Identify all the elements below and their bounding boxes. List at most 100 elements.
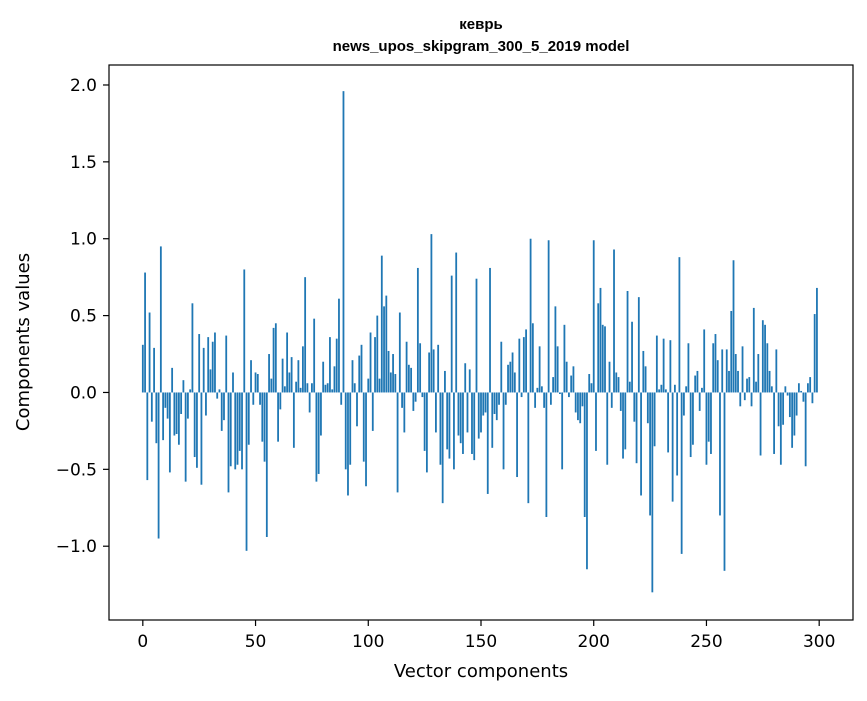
bar-component-248 <box>701 387 703 393</box>
bar-component-249 <box>703 329 706 393</box>
bar-component-236 <box>673 384 676 393</box>
bar-component-216 <box>628 381 631 393</box>
bar-component-166 <box>516 392 518 478</box>
bar-component-25 <box>198 334 201 393</box>
bar-component-256 <box>719 392 721 516</box>
bar-component-164 <box>511 352 514 393</box>
x-tick-label: 0 <box>137 632 148 652</box>
bar-component-269 <box>748 377 751 393</box>
bar-component-281 <box>775 349 778 393</box>
bar-component-240 <box>683 392 685 416</box>
x-axis-ticks: 0 50 100 150 200 250 300 <box>137 620 835 652</box>
bar-component-124 <box>421 392 424 398</box>
bar-component-158 <box>498 392 500 405</box>
bar-component-131 <box>437 344 440 393</box>
bar-component-22 <box>191 303 194 393</box>
bar-component-291 <box>797 383 800 393</box>
bar-component-30 <box>209 369 212 393</box>
bar-component-172 <box>529 238 532 393</box>
bar-component-96 <box>358 355 361 393</box>
bar-component-227 <box>653 392 656 447</box>
bar-component-110 <box>389 372 392 393</box>
bar-component-122 <box>416 267 419 393</box>
bar-component-98 <box>362 392 365 462</box>
bar-component-50 <box>254 372 257 393</box>
bar-component-112 <box>394 374 397 393</box>
bar-component-82 <box>326 383 329 393</box>
bar-component-92 <box>349 392 352 465</box>
bar-component-246 <box>696 370 699 393</box>
bar-component-73 <box>306 383 309 393</box>
bar-component-255 <box>716 360 719 393</box>
bar-component-299 <box>816 287 818 393</box>
bar-component-1 <box>144 272 146 393</box>
x-tick-label: 250 <box>690 632 722 652</box>
bar-component-293 <box>802 392 805 402</box>
bar-component-247 <box>698 392 701 411</box>
bar-component-115 <box>401 392 403 408</box>
bar-component-9 <box>162 392 165 441</box>
bar-component-77 <box>315 392 318 482</box>
bar-component-111 <box>392 354 394 393</box>
bar-component-250 <box>705 392 708 465</box>
bar-component-48 <box>250 360 252 393</box>
bar-component-192 <box>574 392 577 413</box>
bar-component-206 <box>606 392 609 465</box>
bar-component-91 <box>347 392 349 496</box>
bar-component-142 <box>462 392 464 454</box>
bar-component-178 <box>543 392 546 408</box>
bar-component-282 <box>777 392 780 427</box>
bar-component-141 <box>459 392 462 444</box>
bar-component-194 <box>579 392 582 424</box>
bar-component-275 <box>761 320 764 393</box>
bar-component-127 <box>428 352 431 393</box>
bar-component-108 <box>385 295 388 393</box>
bar-component-31 <box>211 341 214 393</box>
bar-component-259 <box>725 349 728 393</box>
bar-component-234 <box>669 340 672 393</box>
bar-component-6 <box>155 392 158 444</box>
bar-component-191 <box>572 366 575 393</box>
bar-component-132 <box>439 392 442 465</box>
bar-component-89 <box>342 91 345 393</box>
y-tick-label: −0.5 <box>56 460 97 480</box>
bar-component-88 <box>340 392 343 405</box>
y-axis-ticks: −1.0 −0.5 0.0 0.5 1.0 1.5 2.0 <box>56 76 109 557</box>
bar-component-47 <box>247 392 250 445</box>
bar-component-97 <box>360 344 363 393</box>
bar-component-51 <box>256 374 259 393</box>
bar-component-201 <box>595 392 597 451</box>
bar-component-271 <box>752 307 755 393</box>
bar-component-186 <box>561 392 564 470</box>
y-tick-label: −1.0 <box>56 537 97 557</box>
bar-component-223 <box>644 366 647 393</box>
bar-component-279 <box>770 386 773 393</box>
bar-component-277 <box>766 343 769 393</box>
bar-component-128 <box>430 234 433 393</box>
bar-component-205 <box>604 326 606 393</box>
bar-component-219 <box>635 392 638 464</box>
bar-component-156 <box>493 392 496 414</box>
bar-component-109 <box>387 350 390 393</box>
bar-component-245 <box>694 375 697 393</box>
bar-component-228 <box>655 335 658 393</box>
bar-component-262 <box>732 260 735 393</box>
bar-component-101 <box>369 332 372 393</box>
bar-component-145 <box>468 369 471 393</box>
bar-component-263 <box>734 354 737 393</box>
bar-component-49 <box>252 392 255 405</box>
bar-component-202 <box>597 303 600 393</box>
bar-component-17 <box>180 392 183 414</box>
y-tick-label: 0.5 <box>70 307 97 327</box>
bar-component-45 <box>243 269 246 393</box>
bar-component-116 <box>403 392 406 433</box>
bar-component-69 <box>297 360 300 393</box>
bar-component-274 <box>759 392 762 456</box>
bar-component-24 <box>196 392 198 468</box>
bar-component-27 <box>202 347 205 393</box>
bar-component-139 <box>455 252 458 393</box>
bar-component-129 <box>432 349 435 393</box>
bar-component-136 <box>448 392 451 459</box>
y-tick-label: 1.0 <box>70 230 97 250</box>
